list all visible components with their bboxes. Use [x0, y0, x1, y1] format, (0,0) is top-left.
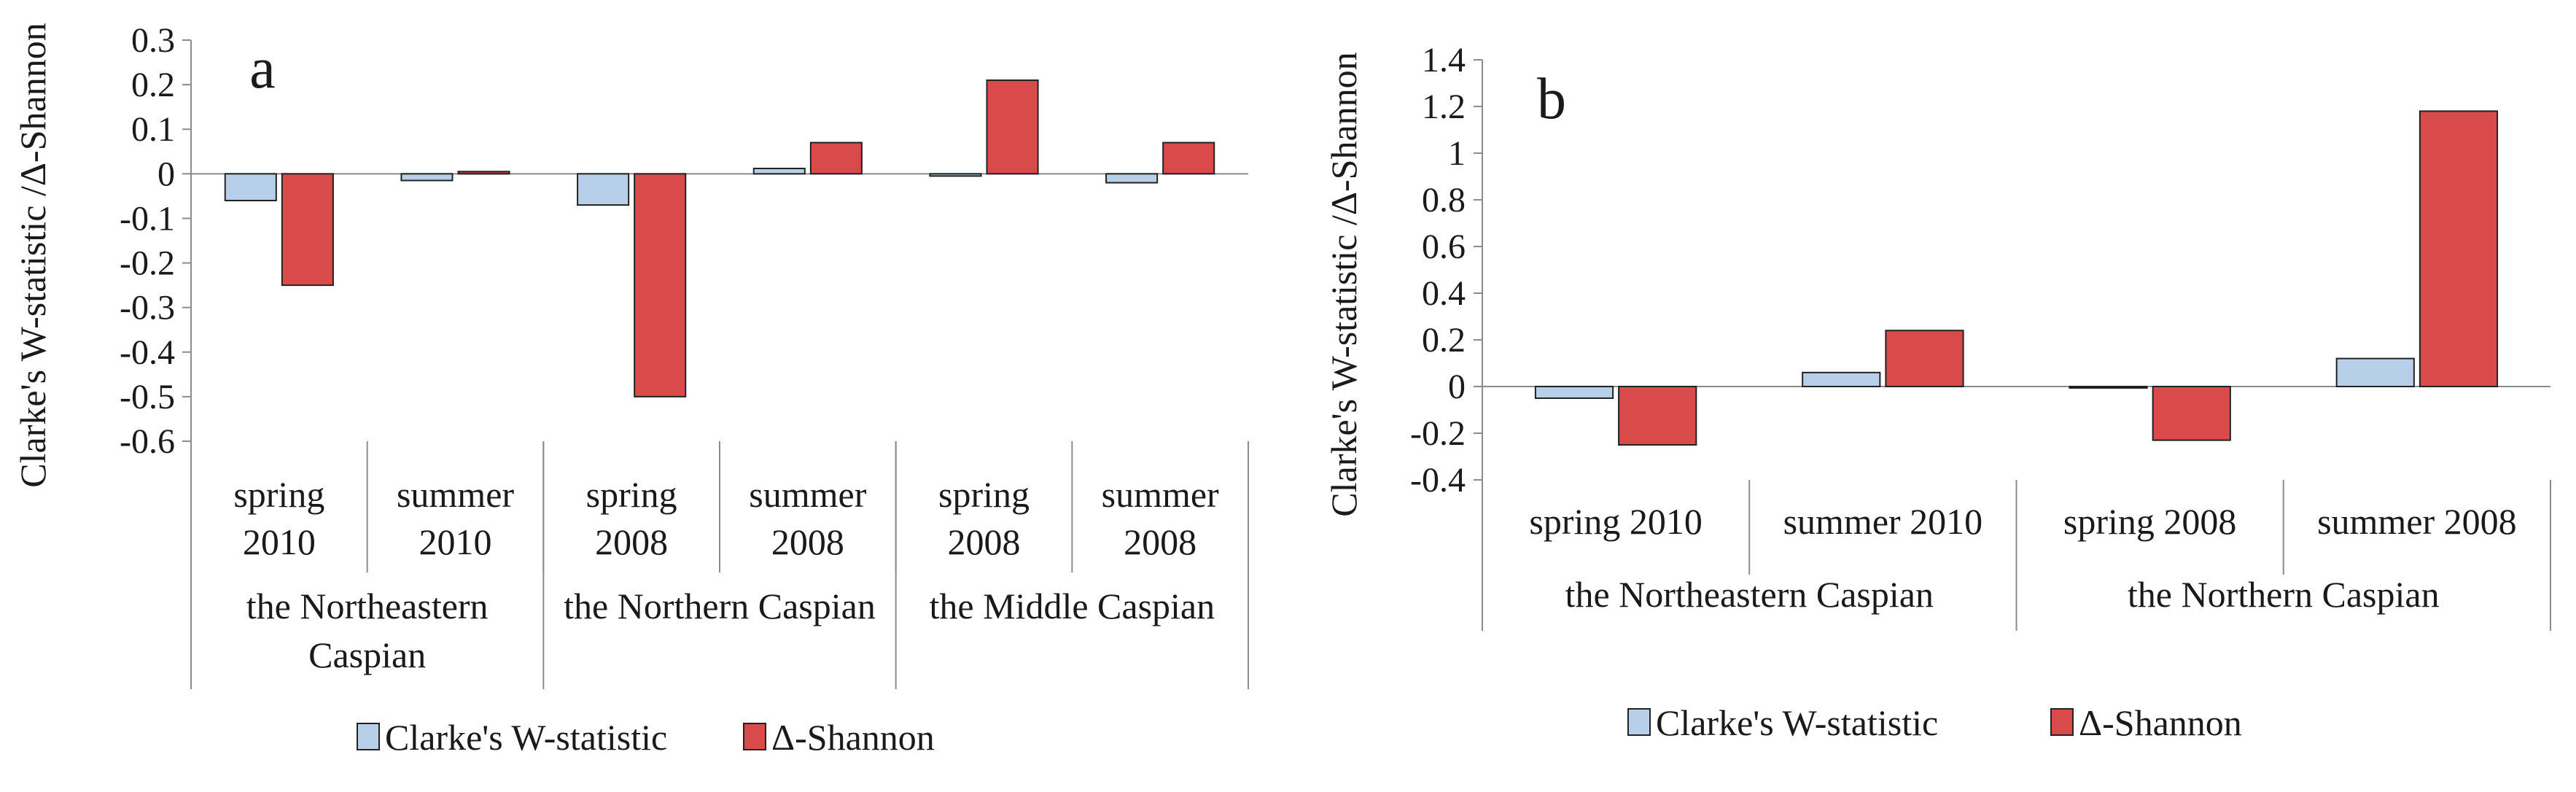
bar-clarke-w — [2069, 386, 2148, 389]
y-tick-label: -0.4 — [120, 333, 175, 372]
legend-label-clarke-w: Clarke's W-statistic — [1656, 702, 1938, 743]
group-label: the Middle Caspian — [930, 586, 1215, 626]
bar-delta-shannon — [2419, 110, 2499, 387]
group-label: the Northern Caspian — [2128, 574, 2440, 615]
group-label: the Northern Caspian — [564, 586, 876, 626]
legend-label-delta-shannon: Δ-Shannon — [771, 717, 935, 758]
bar-delta-shannon — [1618, 386, 1697, 446]
category-label: summer — [397, 474, 514, 515]
bar-clarke-w — [1802, 371, 1881, 387]
category-label: summer — [749, 474, 866, 515]
panel-label: b — [1537, 67, 1566, 131]
y-tick-label: -0.1 — [120, 199, 175, 238]
y-tick-label: 0 — [1448, 368, 1466, 406]
panel-b-legend: Clarke's W-statistic Δ-Shannon — [1627, 702, 2242, 743]
bar-clarke-w — [224, 173, 277, 201]
bar-delta-shannon — [809, 141, 863, 175]
bar-delta-shannon — [2152, 386, 2231, 441]
y-tick-label: 0 — [157, 155, 175, 193]
group-label: Caspian — [308, 634, 426, 675]
y-axis-title: Clarke's W-statistic /Δ-Shannon — [1323, 52, 1364, 516]
bar-delta-shannon — [634, 173, 687, 397]
category-label: 2010 — [419, 521, 492, 562]
y-tick-label: -0.2 — [1410, 414, 1466, 453]
bar-delta-shannon — [281, 173, 334, 287]
y-tick-label: 0.2 — [131, 66, 175, 104]
category-label: spring — [233, 474, 324, 515]
y-tick-label: -0.3 — [120, 289, 175, 327]
category-label: 2008 — [948, 521, 1021, 562]
y-tick-label: 0.2 — [1422, 321, 1466, 360]
bar-clarke-w — [2335, 357, 2415, 388]
category-label: 2008 — [1124, 521, 1196, 562]
bar-clarke-w — [577, 173, 630, 206]
category-label: 2010 — [243, 521, 316, 562]
panel-label: a — [249, 36, 276, 101]
panel-a-chart: 0.3 0.2 0.1 0 -0.1 -0.2 -0.3 -0.4 -0.5 -0.6 spring… — [12, 21, 1249, 689]
bar-clarke-w — [929, 173, 982, 177]
category-label: spring 2008 — [2063, 501, 2237, 542]
y-tick-label: -0.2 — [120, 244, 175, 283]
bar-clarke-w — [400, 173, 454, 182]
y-axis-title: Clarke's W-statistic /Δ-Shannon — [12, 23, 53, 487]
bar-clarke-w — [1105, 173, 1159, 184]
category-label: spring — [938, 474, 1030, 515]
category-label: 2008 — [771, 521, 844, 562]
y-tick-label: -0.4 — [1410, 461, 1466, 500]
bar-delta-shannon — [457, 171, 510, 175]
y-tick-label: 1 — [1448, 134, 1466, 173]
legend-swatch-delta-shannon — [743, 723, 766, 750]
y-tick-label: 0.8 — [1422, 181, 1466, 220]
bar-delta-shannon — [986, 79, 1039, 175]
bar-delta-shannon — [1162, 141, 1215, 175]
legend-swatch-clarke-w — [1627, 708, 1651, 736]
category-label: summer — [1102, 474, 1219, 515]
y-tick-label: 0.4 — [1422, 274, 1466, 313]
y-tick-label: 0.6 — [1422, 228, 1466, 266]
y-tick-label: -0.6 — [120, 422, 175, 461]
legend-label-clarke-w: Clarke's W-statistic — [385, 717, 667, 758]
y-tick-label: 0.1 — [131, 110, 175, 149]
panel-a-legend: Clarke's W-statistic Δ-Shannon — [357, 717, 935, 758]
category-label: summer 2010 — [1783, 501, 1983, 542]
legend-label-delta-shannon: Δ-Shannon — [2079, 702, 2242, 743]
bar-clarke-w — [1534, 386, 1614, 399]
y-tick-label: 1.4 — [1422, 41, 1466, 79]
category-label: spring — [586, 474, 677, 515]
category-label: spring 2010 — [1529, 501, 1703, 542]
group-label: the Northeastern — [246, 586, 489, 626]
y-tick-label: 0.3 — [131, 21, 175, 60]
panel-b-chart: 1.4 1.2 1 0.8 0.6 0.4 0.2 0 -0.2 -0.4 spring 2010 s… — [1323, 41, 2551, 631]
legend-swatch-delta-shannon — [2050, 708, 2074, 736]
y-tick-label: 1.2 — [1422, 88, 1466, 126]
legend-swatch-clarke-w — [357, 723, 380, 750]
category-label: summer 2008 — [2317, 501, 2517, 542]
y-tick-label: -0.5 — [120, 378, 175, 416]
group-label: the Northeastern Caspian — [1565, 574, 1934, 615]
bar-delta-shannon — [1885, 330, 1964, 388]
category-label: 2008 — [595, 521, 668, 562]
bar-clarke-w — [752, 168, 806, 175]
